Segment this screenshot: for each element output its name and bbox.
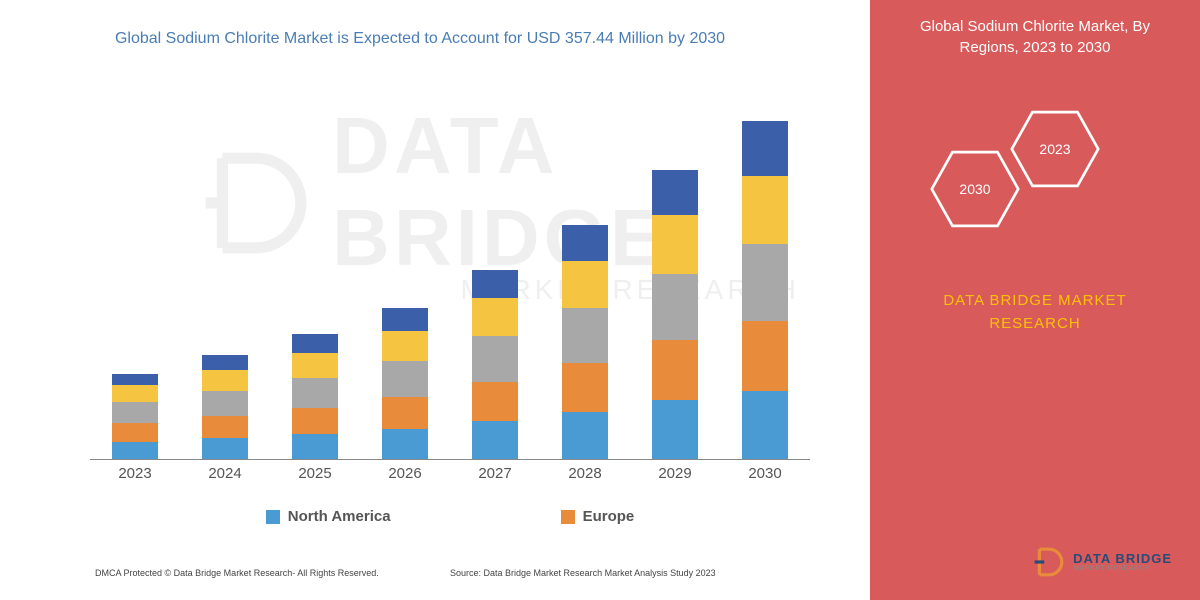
hexagon-2023: 2023 — [1010, 110, 1100, 188]
legend-label: North America — [288, 508, 391, 525]
bar-segment — [472, 382, 518, 422]
bar-segment — [652, 170, 698, 215]
bar-segment — [562, 412, 608, 459]
bar-segment — [112, 423, 158, 442]
footer-source: Source: Data Bridge Market Research Mark… — [450, 568, 716, 578]
bar-segment — [742, 121, 788, 176]
legend-swatch — [266, 510, 280, 524]
hexagon-badges: 2030 2023 — [920, 100, 1150, 260]
bar-segment — [112, 385, 158, 402]
x-label: 2030 — [720, 465, 810, 482]
bar-segment — [112, 402, 158, 423]
legend-item-north-america: North America — [266, 508, 391, 525]
bottom-logo: DATA BRIDGE MARKET RESEARCH — [1033, 546, 1172, 578]
plot-area — [90, 120, 810, 460]
brand-line1: DATA BRIDGE MARKET — [943, 292, 1126, 309]
bar-segment — [202, 438, 248, 459]
bar-segment — [112, 442, 158, 459]
bar-segment — [652, 340, 698, 400]
bar-segment — [382, 361, 428, 397]
brand-line2: RESEARCH — [989, 315, 1080, 332]
bar-segment — [562, 308, 608, 363]
x-label: 2025 — [270, 465, 360, 482]
x-label: 2027 — [450, 465, 540, 482]
bar-segment — [382, 397, 428, 429]
bar-2024 — [202, 355, 248, 459]
x-axis-labels: 20232024202520262027202820292030 — [90, 465, 810, 495]
hexagon-2030: 2030 — [930, 150, 1020, 228]
bar-segment — [202, 391, 248, 416]
bar-segment — [382, 308, 428, 331]
databridge-logo-icon — [1033, 546, 1065, 578]
bar-segment — [472, 298, 518, 336]
bar-segment — [202, 355, 248, 370]
bar-segment — [292, 434, 338, 459]
bar-segment — [472, 270, 518, 298]
x-label: 2028 — [540, 465, 630, 482]
bar-segment — [292, 353, 338, 378]
bar-segment — [562, 363, 608, 412]
bar-segment — [742, 176, 788, 244]
bar-segment — [742, 321, 788, 391]
right-panel: Global Sodium Chlorite Market, By Region… — [870, 0, 1200, 600]
bar-segment — [292, 334, 338, 353]
bar-2027 — [472, 270, 518, 459]
bar-segment — [112, 374, 158, 385]
hexagon-label: 2030 — [959, 181, 990, 197]
main-chart-area: DATA BRIDGE MARKET RESEARCH Global Sodiu… — [0, 0, 870, 600]
bar-segment — [652, 274, 698, 340]
bar-segment — [742, 391, 788, 459]
bar-segment — [562, 225, 608, 261]
legend-label: Europe — [583, 508, 635, 525]
x-label: 2024 — [180, 465, 270, 482]
footer-dmca: DMCA Protected © Data Bridge Market Rese… — [95, 568, 379, 578]
chart-legend: North America Europe — [90, 508, 810, 525]
chart-container: 20232024202520262027202820292030 — [90, 120, 810, 500]
bar-segment — [472, 421, 518, 459]
bar-2025 — [292, 334, 338, 459]
x-label: 2026 — [360, 465, 450, 482]
bar-segment — [652, 400, 698, 459]
bar-segment — [292, 378, 338, 408]
right-panel-title: Global Sodium Chlorite Market, By Region… — [890, 16, 1180, 58]
bar-segment — [472, 336, 518, 381]
legend-swatch — [561, 510, 575, 524]
bar-2028 — [562, 225, 608, 459]
bar-segment — [382, 331, 428, 361]
bottom-logo-subtext: MARKET RESEARCH — [1073, 565, 1172, 572]
bottom-logo-text: DATA BRIDGE — [1073, 552, 1172, 565]
bar-segment — [652, 215, 698, 274]
bar-segment — [382, 429, 428, 459]
x-label: 2023 — [90, 465, 180, 482]
brand-text: DATA BRIDGE MARKET RESEARCH — [890, 290, 1180, 335]
bar-segment — [202, 416, 248, 439]
chart-title: Global Sodium Chlorite Market is Expecte… — [100, 28, 740, 50]
bar-segment — [202, 370, 248, 391]
bar-2030 — [742, 121, 788, 459]
x-label: 2029 — [630, 465, 720, 482]
bar-2026 — [382, 308, 428, 459]
bar-2023 — [112, 374, 158, 459]
bar-segment — [742, 244, 788, 321]
legend-item-europe: Europe — [561, 508, 635, 525]
hexagon-label: 2023 — [1039, 141, 1070, 157]
bar-segment — [562, 261, 608, 308]
bar-segment — [292, 408, 338, 434]
bar-2029 — [652, 170, 698, 459]
